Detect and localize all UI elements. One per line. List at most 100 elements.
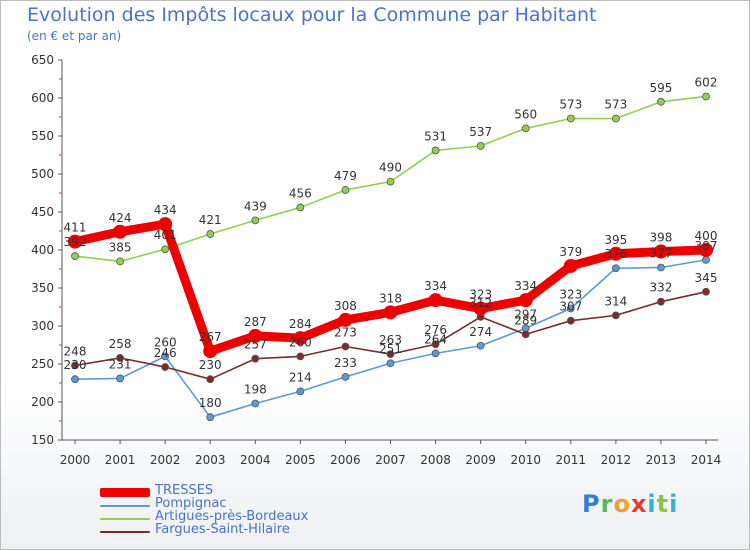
logo-letter: t (656, 490, 670, 518)
data-point-fargues-saint-hilaire (71, 361, 79, 370)
data-label-pompignac: 260 (154, 335, 177, 349)
logo-letter: r (600, 490, 614, 518)
x-tick-label: 2010 (510, 453, 541, 467)
data-point-tresses (428, 293, 443, 308)
data-point-pompignac (341, 373, 350, 381)
data-label-artigues-pres-bordeaux: 392 (64, 235, 87, 249)
data-point-pompignac (161, 352, 170, 361)
data-label-artigues-pres-bordeaux: 560 (514, 107, 537, 121)
data-point-artigues-pres-bordeaux (341, 186, 350, 194)
x-tick-label: 2003 (195, 453, 226, 467)
data-label-tresses: 379 (559, 245, 582, 259)
x-tick-label: 2007 (375, 453, 406, 467)
legend-swatch (100, 488, 150, 497)
legend-swatch (100, 518, 150, 520)
data-label-artigues-pres-bordeaux: 439 (244, 199, 267, 213)
data-label-pompignac: 274 (469, 325, 492, 339)
data-point-pompignac (386, 359, 395, 368)
data-point-fargues-saint-hilaire (566, 316, 575, 325)
logo-letter: i (669, 490, 679, 518)
data-point-tresses (473, 301, 488, 316)
data-point-tresses (293, 331, 308, 346)
data-label-tresses: 284 (289, 317, 312, 331)
y-tick-label: 450 (31, 205, 54, 219)
data-label-artigues-pres-bordeaux: 573 (604, 98, 627, 112)
data-point-artigues-pres-bordeaux (386, 177, 395, 186)
data-label-tresses: 318 (379, 291, 402, 305)
y-tick-label: 250 (31, 357, 54, 371)
data-point-pompignac (206, 413, 215, 422)
data-point-tresses (338, 312, 353, 327)
data-label-pompignac: 231 (109, 357, 132, 371)
data-label-tresses: 334 (514, 279, 537, 293)
data-point-artigues-pres-bordeaux (431, 146, 440, 155)
data-point-fargues-saint-hilaire (702, 287, 710, 296)
data-point-artigues-pres-bordeaux (521, 124, 530, 133)
data-label-tresses: 411 (64, 221, 87, 235)
data-label-tresses: 400 (695, 229, 718, 243)
data-label-tresses: 323 (469, 288, 492, 302)
data-point-fargues-saint-hilaire (206, 375, 215, 384)
logo-letter: x (630, 490, 648, 518)
data-label-tresses: 308 (334, 299, 357, 313)
data-point-artigues-pres-bordeaux (161, 245, 170, 254)
data-label-pompignac: 251 (379, 342, 402, 356)
data-label-fargues-saint-hilaire: 260 (289, 335, 312, 349)
y-tick-label: 300 (31, 319, 54, 333)
data-label-artigues-pres-bordeaux: 401 (154, 228, 177, 242)
data-point-artigues-pres-bordeaux (251, 216, 260, 225)
data-label-pompignac: 233 (334, 356, 357, 370)
data-point-fargues-saint-hilaire (116, 354, 124, 362)
data-label-artigues-pres-bordeaux: 602 (695, 75, 718, 89)
data-label-tresses: 267 (199, 330, 222, 344)
legend-label: Fargues-Saint-Hilaire (155, 522, 290, 537)
data-label-tresses: 424 (109, 211, 132, 225)
data-label-fargues-saint-hilaire: 307 (559, 300, 582, 314)
data-point-artigues-pres-bordeaux (611, 114, 620, 123)
data-point-tresses (113, 224, 128, 239)
legend-swatch (100, 505, 150, 507)
legend-label: TRESSES (155, 483, 214, 498)
data-point-fargues-saint-hilaire (161, 363, 170, 371)
data-point-pompignac (116, 374, 124, 383)
data-point-tresses (518, 293, 533, 308)
data-label-artigues-pres-bordeaux: 421 (199, 213, 222, 227)
data-label-pompignac: 377 (649, 246, 672, 260)
x-tick-label: 2002 (150, 453, 181, 467)
data-point-artigues-pres-bordeaux (657, 97, 665, 106)
data-point-tresses (608, 246, 623, 261)
data-point-artigues-pres-bordeaux (476, 141, 485, 150)
y-tick-label: 550 (31, 129, 54, 143)
data-label-fargues-saint-hilaire: 246 (154, 346, 177, 360)
x-tick-label: 2000 (60, 453, 91, 467)
x-tick-label: 2006 (330, 453, 361, 467)
y-tick-label: 350 (31, 281, 54, 295)
data-point-pompignac (296, 387, 305, 396)
y-tick-label: 400 (31, 243, 54, 257)
data-point-pompignac (657, 263, 665, 272)
data-point-tresses (68, 234, 82, 249)
data-label-pompignac: 323 (559, 288, 582, 302)
data-label-fargues-saint-hilaire: 258 (109, 337, 132, 351)
y-tick-label: 500 (31, 167, 54, 181)
data-point-pompignac (251, 399, 260, 408)
data-point-artigues-pres-bordeaux (206, 230, 215, 238)
data-point-tresses (563, 258, 578, 273)
y-tick-label: 150 (31, 433, 54, 447)
data-point-tresses (653, 244, 668, 259)
data-point-pompignac (476, 341, 485, 350)
x-tick-label: 2012 (601, 453, 632, 467)
data-label-pompignac: 297 (514, 307, 537, 321)
chart-subtitle: (en € et par an) (27, 29, 122, 43)
data-point-pompignac (71, 375, 79, 384)
data-point-fargues-saint-hilaire (657, 297, 665, 306)
data-label-fargues-saint-hilaire: 257 (244, 338, 267, 352)
data-point-fargues-saint-hilaire (611, 311, 620, 320)
data-label-fargues-saint-hilaire: 248 (64, 345, 87, 359)
data-label-artigues-pres-bordeaux: 537 (469, 125, 492, 139)
data-label-pompignac: 198 (244, 383, 267, 397)
data-label-fargues-saint-hilaire: 263 (379, 333, 402, 347)
data-label-fargues-saint-hilaire: 314 (604, 294, 627, 308)
data-label-fargues-saint-hilaire: 276 (424, 323, 447, 337)
